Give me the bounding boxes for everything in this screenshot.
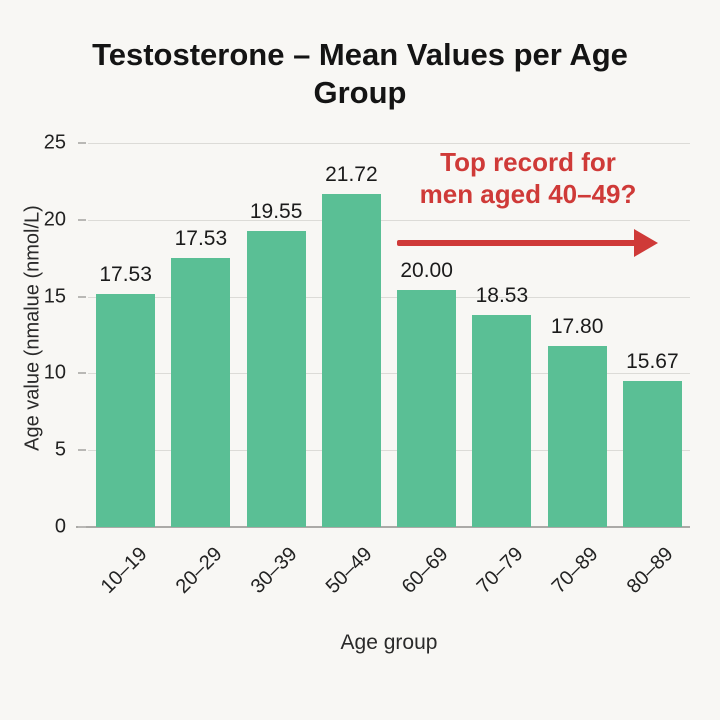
bar-value-label: 17.53 (99, 262, 152, 286)
gridline (88, 296, 690, 298)
bar-value-label: 17.53 (174, 227, 228, 251)
bar (96, 293, 156, 527)
y-axis-title: Age value (nmalue (nmol/L) (21, 205, 44, 451)
x-tick-label: 50–49 (322, 543, 377, 598)
gridline (88, 373, 690, 375)
annotation-line-1: Top record for (440, 147, 616, 177)
x-tick-label: 70–79 (472, 543, 528, 598)
bar-value-label: 20.00 (400, 259, 453, 283)
annotation-line-2: men aged 40–49? (419, 179, 637, 209)
y-tick-label: 20 (43, 208, 66, 231)
y-tick-label: 5 (54, 438, 66, 461)
gridline (88, 219, 690, 221)
annotation-arrow-head (634, 229, 658, 257)
y-tick-mark (78, 372, 86, 375)
annotation-arrow-line (397, 240, 639, 246)
bar-value-label: 15.67 (626, 350, 679, 374)
bar-value-label: 21.72 (325, 162, 378, 186)
x-tick-label: 60–69 (397, 543, 453, 598)
bar (622, 381, 682, 527)
y-tick-label: 10 (43, 361, 66, 384)
chart-title: Testosterone – Mean Values per Age Group (92, 37, 628, 110)
y-tick-mark (78, 295, 86, 298)
gridline (88, 450, 690, 452)
bar (246, 230, 306, 527)
x-tick-label: 70–89 (547, 543, 603, 598)
bar-value-label: 19.55 (249, 199, 303, 223)
x-tick-label: 20–29 (171, 543, 227, 598)
x-tick-label: 10–19 (96, 543, 152, 598)
y-tick-mark (78, 218, 86, 221)
annotation-text: Top record for men aged 40–49? (398, 146, 658, 210)
bar (397, 290, 457, 527)
gridline (88, 143, 690, 144)
x-tick-label: 30–39 (246, 543, 302, 598)
x-axis-title: Age group (340, 631, 438, 654)
y-tick-mark (78, 142, 86, 144)
bar (472, 315, 532, 527)
bar-value-label: 18.53 (475, 284, 529, 308)
bar (547, 345, 607, 527)
y-tick-mark (78, 449, 86, 452)
plot-area: 0 5 10 15 20 25 17.53 10–19 17.53 20–29 19.55 30–39… (44, 132, 690, 598)
y-tick-label: 15 (43, 285, 66, 308)
bar (321, 193, 381, 527)
bar-value-label: 17.80 (550, 314, 604, 338)
bar (171, 258, 231, 527)
y-tick-mark (78, 526, 86, 528)
x-axis-line (76, 526, 690, 528)
x-tick-label: 80–89 (623, 543, 678, 598)
y-tick-label: 25 (43, 131, 66, 154)
y-tick-label: 0 (54, 515, 66, 538)
